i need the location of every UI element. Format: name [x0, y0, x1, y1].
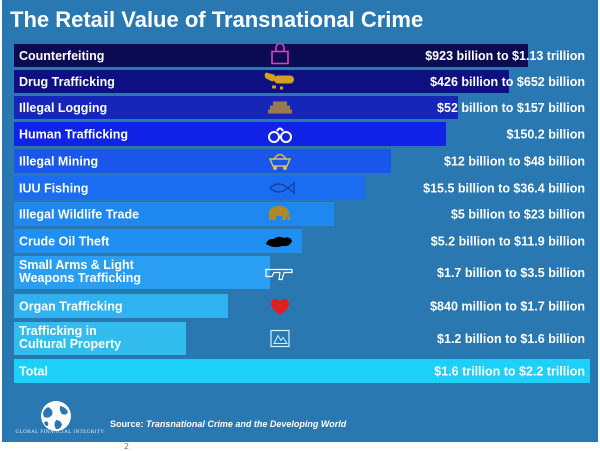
- value-label-1: $426 billion to $652 billion: [430, 75, 585, 89]
- bar-chart: Counterfeiting $923 billion to $1.13 tril…: [14, 42, 590, 383]
- value-label-0: $923 billion to $1.13 trillion: [425, 49, 585, 63]
- value-label-10: $1.2 billion to $1.6 billion: [437, 332, 585, 346]
- category-label-5: IUU Fishing: [19, 182, 88, 196]
- category-label-9: Organ Trafficking: [19, 300, 123, 314]
- logo-wordmark: GLOBAL FINANCIAL INTEGRITY: [15, 430, 105, 435]
- elephant-icon: [269, 206, 291, 220]
- category-label-0: Counterfeiting: [19, 49, 104, 63]
- source-prefix: Source:: [110, 419, 147, 429]
- bar-1: [14, 70, 509, 93]
- bar-11: [14, 359, 590, 383]
- bar-10: [14, 322, 186, 355]
- value-label-4: $12 billion to $48 billion: [444, 155, 585, 169]
- category-label-4: Illegal Mining: [19, 155, 98, 169]
- category-label-3: Human Trafficking: [19, 128, 128, 142]
- bar-0: [14, 44, 528, 67]
- heart-icon: [270, 298, 290, 315]
- footer-mark: 2: [124, 442, 130, 451]
- fish-icon: [269, 181, 295, 195]
- chart-title: The Retail Value of Transnational Crime: [10, 7, 424, 32]
- category-label-8: Small Arms & Light Weapons Trafficking: [19, 258, 141, 285]
- category-label-2: Illegal Logging: [19, 101, 107, 115]
- value-label-11: $1.6 trillion to $2.2 trillion: [434, 365, 585, 379]
- rifle-icon: [265, 268, 293, 281]
- padlock-icon: [271, 42, 289, 65]
- bar-9: [14, 294, 228, 318]
- value-label-2: $52 billion to $157 billion: [437, 101, 585, 115]
- globe-logo-icon: [41, 401, 71, 431]
- source-title: Transnational Crime and the Developing W…: [146, 419, 347, 429]
- value-label-6: $5 billion to $23 billion: [451, 208, 585, 222]
- bar-4: [14, 149, 391, 173]
- category-label-10: Trafficking in Cultural Property: [19, 324, 121, 351]
- oil-spill-icon: [266, 236, 292, 248]
- category-label-11: Total: [19, 365, 48, 379]
- category-label-7: Crude Oil Theft: [19, 235, 110, 249]
- mine-cart-icon: [268, 153, 292, 170]
- category-label-6: Illegal Wildlife Trade: [19, 208, 139, 222]
- artifact-icon: [270, 329, 290, 348]
- bar-3: [14, 122, 446, 146]
- value-label-7: $5.2 billion to $11.9 billion: [431, 235, 585, 249]
- value-label-9: $840 million to $1.7 billion: [430, 300, 585, 314]
- handcuffs-icon: [268, 127, 293, 143]
- source-note: Source: Transnational Crime and the Deve…: [110, 419, 346, 429]
- value-label-3: $150.2 billion: [506, 128, 585, 142]
- bar-5: [14, 176, 365, 200]
- log-pile-icon: [268, 101, 292, 114]
- category-label-1: Drug Trafficking: [19, 75, 115, 89]
- infographic: The Retail Value of Transnational Crime …: [2, 0, 598, 442]
- value-label-8: $1.7 billion to $3.5 billion: [437, 266, 585, 280]
- bar-2: [14, 96, 458, 119]
- pills-icon: [264, 72, 294, 90]
- value-label-5: $15.5 billion to $36.4 billion: [423, 182, 585, 196]
- bar-8: [14, 256, 270, 289]
- bar-7: [14, 229, 302, 253]
